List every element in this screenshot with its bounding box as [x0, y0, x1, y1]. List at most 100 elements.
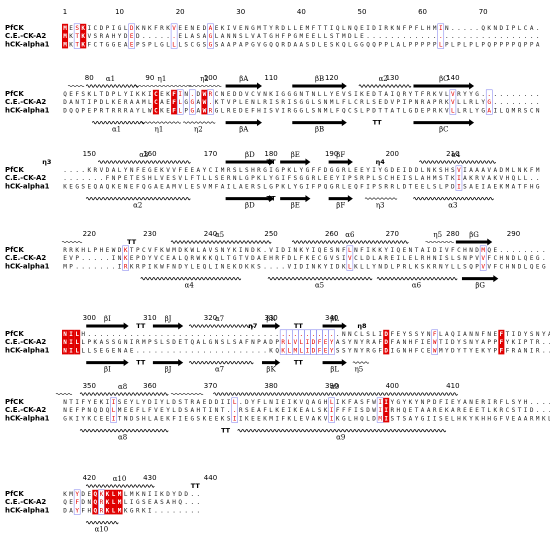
residue: S: [439, 167, 443, 174]
residue: Y: [415, 415, 419, 422]
ss-element: η2: [189, 75, 222, 88]
residue: F: [360, 247, 364, 254]
residue: I: [275, 415, 279, 422]
ss-label: βF: [336, 202, 345, 210]
residue: E: [475, 347, 479, 354]
residue: E: [160, 415, 164, 422]
residue: L: [239, 175, 243, 182]
residue: Y: [403, 331, 407, 338]
residue: G: [263, 41, 267, 48]
residue: H: [354, 415, 358, 422]
residue: A: [469, 183, 473, 190]
residue: V: [245, 255, 249, 262]
residue: F: [75, 499, 79, 506]
residue: A: [421, 247, 425, 254]
residue: L: [445, 91, 449, 98]
residue: L: [330, 107, 334, 114]
residue: L: [75, 339, 79, 346]
residue: N: [293, 247, 297, 254]
residue: L: [263, 399, 267, 406]
residue: Y: [457, 339, 461, 346]
residue: S: [306, 41, 310, 48]
residue: V: [209, 247, 213, 254]
residue: M: [172, 183, 176, 190]
beta-strand-arrow: [455, 238, 493, 246]
residue: .: [500, 99, 504, 106]
position-number: 300: [83, 314, 96, 322]
residue: Q: [94, 507, 98, 514]
residue: .: [512, 247, 516, 254]
residue: E: [197, 263, 201, 270]
residue: .: [172, 347, 176, 354]
residue: .: [69, 167, 73, 174]
residue: R: [281, 99, 285, 106]
residue: R: [384, 183, 388, 190]
residue: F: [342, 407, 346, 414]
residue: Y: [403, 399, 407, 406]
residue: .: [542, 339, 546, 346]
residue: F: [439, 399, 443, 406]
residue: P: [427, 107, 431, 114]
ss-element: βF: [328, 195, 353, 210]
position-number: 370: [204, 382, 217, 390]
position-number: 220: [83, 230, 96, 238]
residue: Y: [518, 399, 522, 406]
position-number: 230: [143, 230, 156, 238]
residue: I: [118, 263, 122, 270]
residue: E: [124, 175, 128, 182]
position-number: 200: [386, 150, 399, 158]
residue: F: [360, 183, 364, 190]
residue: S: [433, 183, 437, 190]
residue: L: [124, 499, 128, 506]
residue: .: [203, 347, 207, 354]
residue: K: [233, 247, 237, 254]
residue: E: [415, 183, 419, 190]
residue: P: [75, 255, 79, 262]
residue: F: [300, 255, 304, 262]
residue: N: [124, 339, 128, 346]
residue: A: [390, 107, 394, 114]
residue: Q: [354, 183, 358, 190]
residue: N: [469, 339, 473, 346]
residue: F: [506, 347, 510, 354]
residue: Y: [445, 263, 449, 270]
residue: A: [475, 167, 479, 174]
ss-element: α8: [79, 428, 169, 442]
residue: L: [342, 183, 346, 190]
residue: V: [475, 255, 479, 262]
ss-label: βA: [239, 126, 249, 134]
residue: Y: [469, 91, 473, 98]
residue: W: [203, 107, 207, 114]
residue: .: [190, 331, 194, 338]
residue: R: [342, 167, 346, 174]
residue: I: [106, 399, 110, 406]
residue: V: [166, 167, 170, 174]
residue: A: [463, 399, 467, 406]
residue: S: [166, 339, 170, 346]
residue: A: [300, 41, 304, 48]
ss-label: βG: [469, 231, 479, 239]
sequence-name: C.E.-CK-A2: [5, 32, 46, 40]
residue: A: [239, 41, 243, 48]
residue: L: [336, 99, 340, 106]
residue: E: [427, 347, 431, 354]
residue: D: [100, 25, 104, 32]
residue: L: [178, 99, 182, 106]
residue: P: [378, 41, 382, 48]
residue: T: [397, 107, 401, 114]
residue: L: [457, 99, 461, 106]
ss-label: βE: [291, 202, 300, 210]
residue: A: [160, 99, 164, 106]
identical-column: [171, 89, 178, 115]
residue: .: [227, 331, 231, 338]
residue: E: [118, 41, 122, 48]
residue: D: [384, 347, 388, 354]
residue: .: [94, 255, 98, 262]
residue: P: [409, 41, 413, 48]
residue: L: [166, 399, 170, 406]
residue: L: [372, 255, 376, 262]
residue: N: [487, 331, 491, 338]
residue: P: [530, 41, 534, 48]
residue: P: [112, 91, 116, 98]
residue: T: [75, 41, 79, 48]
